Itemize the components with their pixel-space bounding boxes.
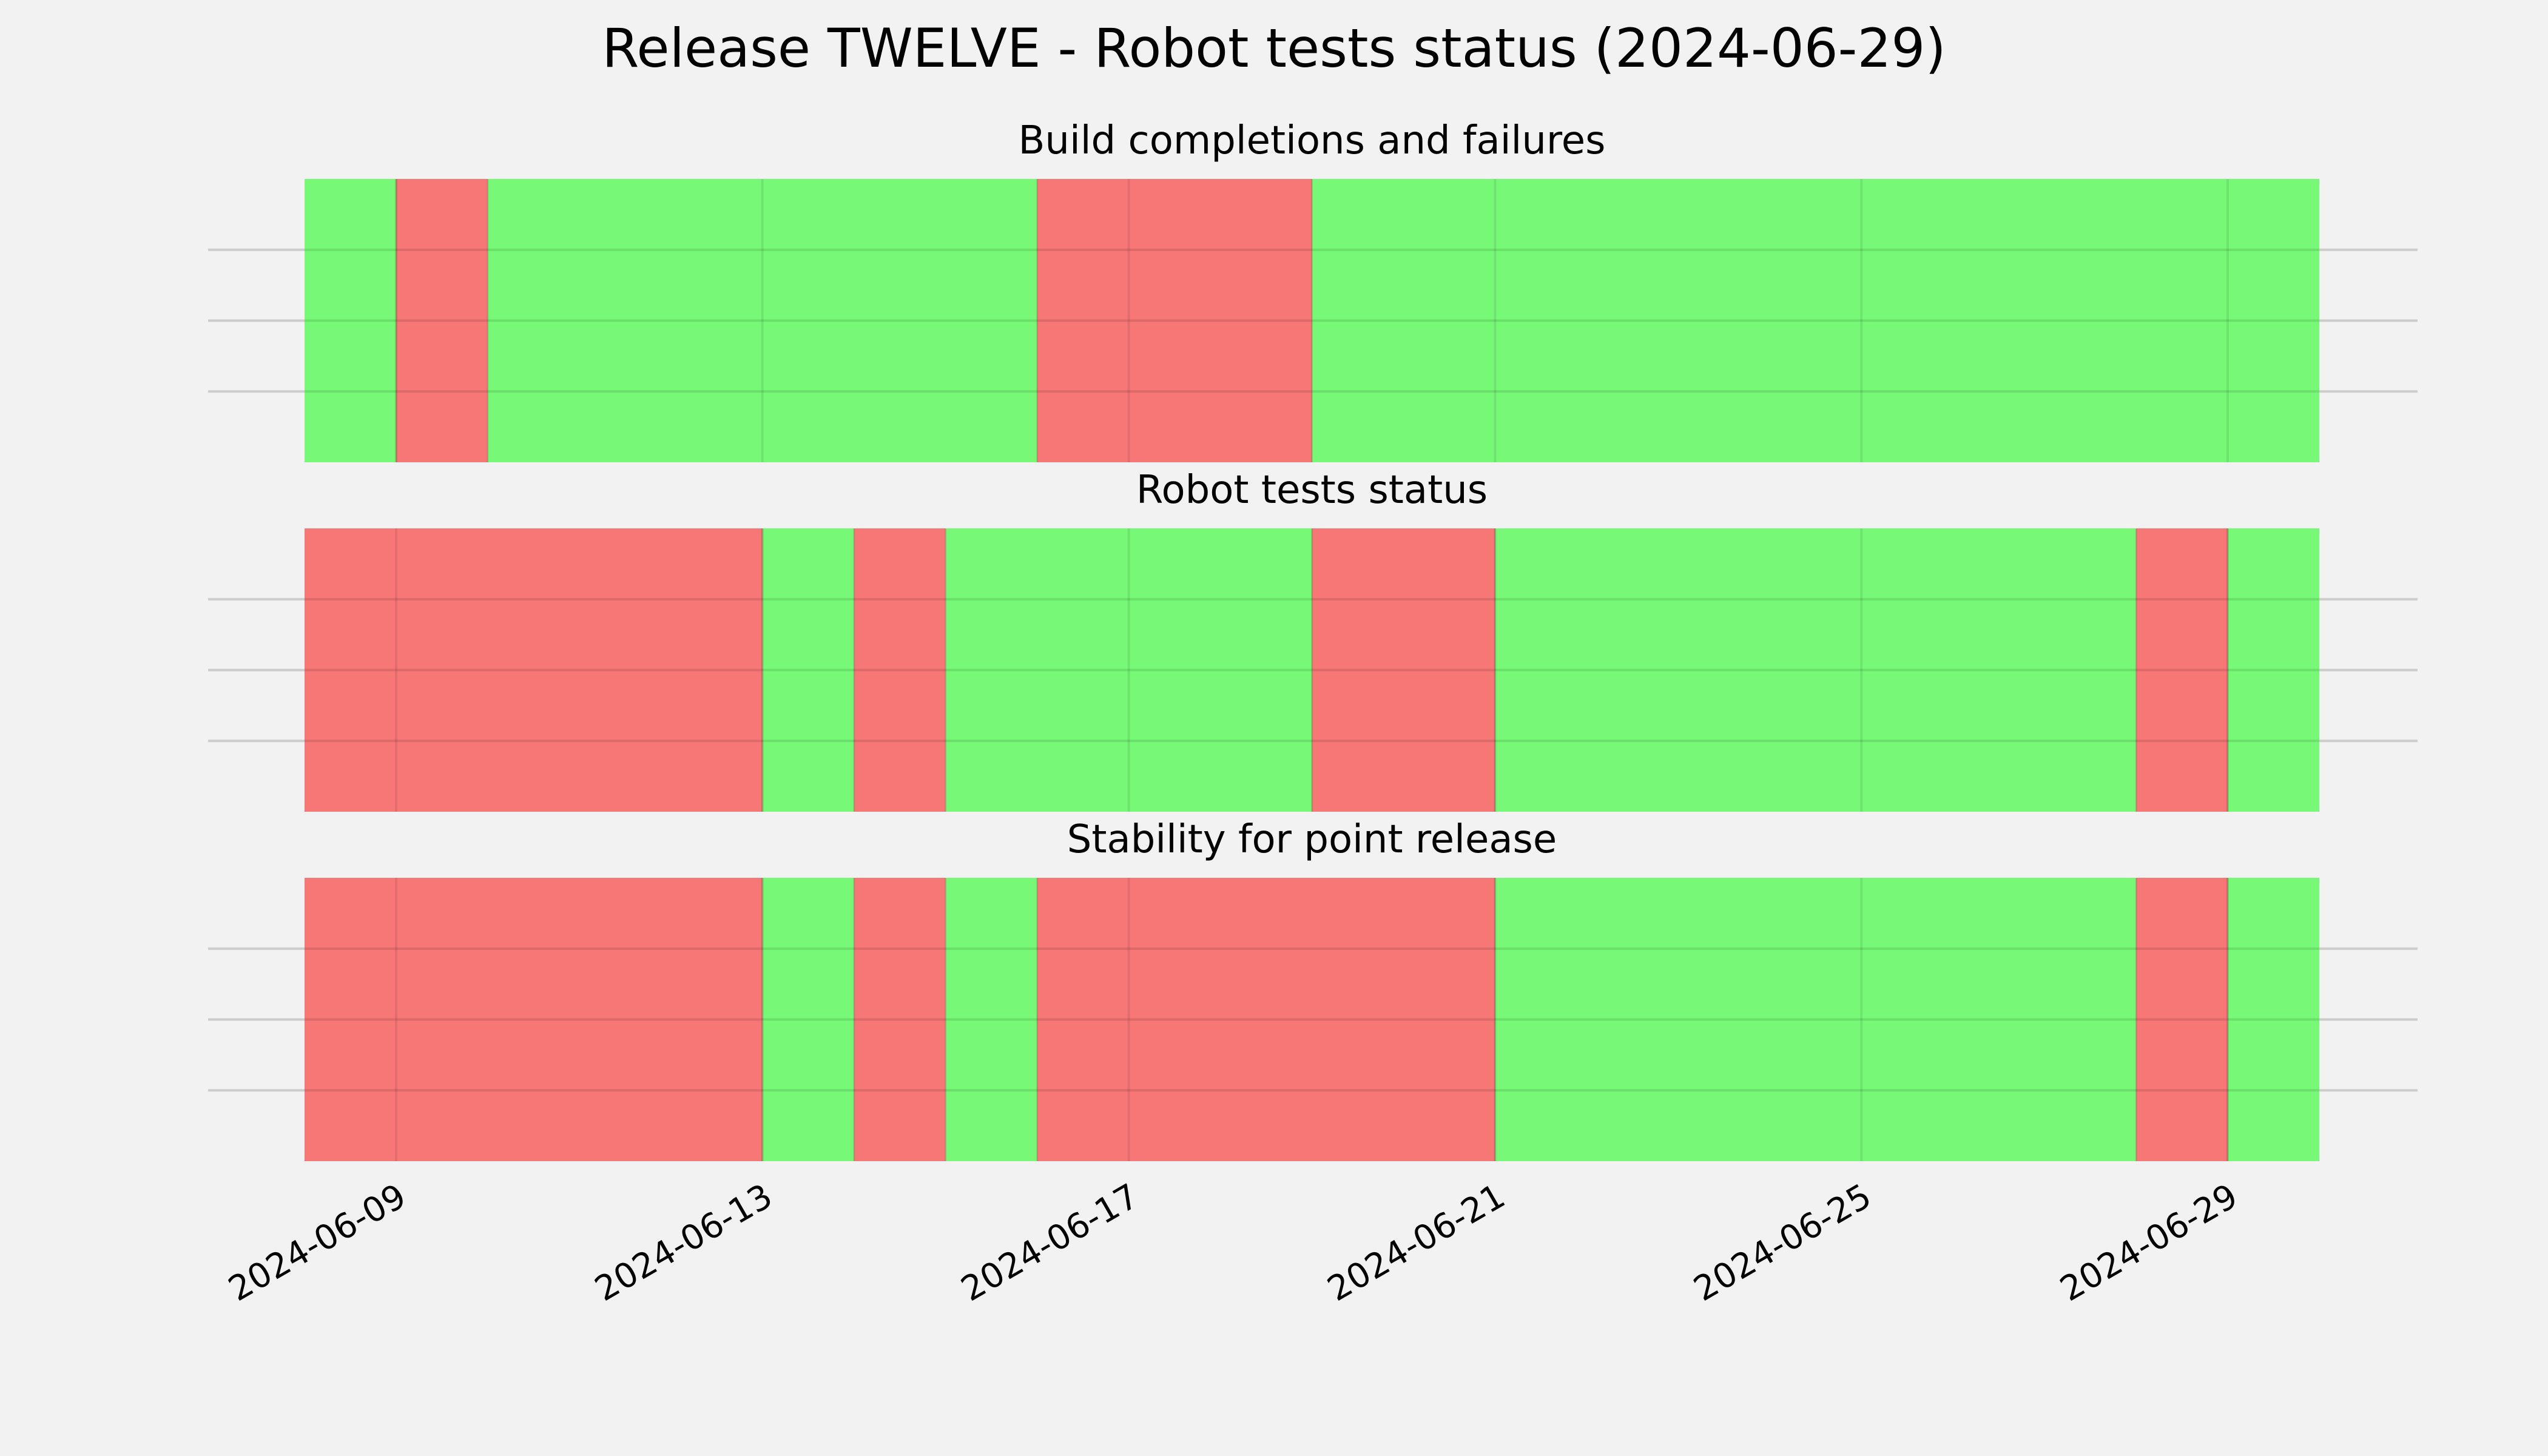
status-segment-pass xyxy=(1495,528,2137,812)
status-segment-fail xyxy=(1037,878,1495,1161)
status-segment-fail xyxy=(1037,179,1312,462)
panel-3: Stability for point release xyxy=(208,817,2418,1161)
status-segment-fail xyxy=(2136,528,2228,812)
status-segment-pass xyxy=(1495,878,2137,1161)
status-segment-fail xyxy=(1312,528,1495,812)
panel-title: Stability for point release xyxy=(1067,817,1557,862)
status-segment-pass xyxy=(305,179,396,462)
status-segment-pass xyxy=(487,179,1037,462)
status-segment-fail xyxy=(305,878,763,1161)
panel-title: Build completions and failures xyxy=(1019,118,1606,163)
panel-title: Robot tests status xyxy=(1136,468,1488,513)
status-segment-pass xyxy=(2228,528,2319,812)
status-segment-pass xyxy=(2228,878,2319,1161)
status-segment-pass xyxy=(762,878,854,1161)
status-segment-pass xyxy=(945,878,1037,1161)
status-segment-fail xyxy=(854,528,946,812)
panel-1: Build completions and failures xyxy=(208,118,2418,462)
chart-title: Release TWELVE - Robot tests status (202… xyxy=(602,17,1946,79)
status-segment-fail xyxy=(305,528,763,812)
status-segment-pass xyxy=(1312,179,2319,462)
status-segment-fail xyxy=(2136,878,2228,1161)
status-segment-fail xyxy=(396,179,488,462)
status-segment-pass xyxy=(945,528,1312,812)
panel-2: Robot tests status xyxy=(208,468,2418,812)
panels: Build completions and failures Robot test… xyxy=(208,118,2418,1161)
status-segment-fail xyxy=(854,878,946,1161)
status-segment-pass xyxy=(762,528,854,812)
